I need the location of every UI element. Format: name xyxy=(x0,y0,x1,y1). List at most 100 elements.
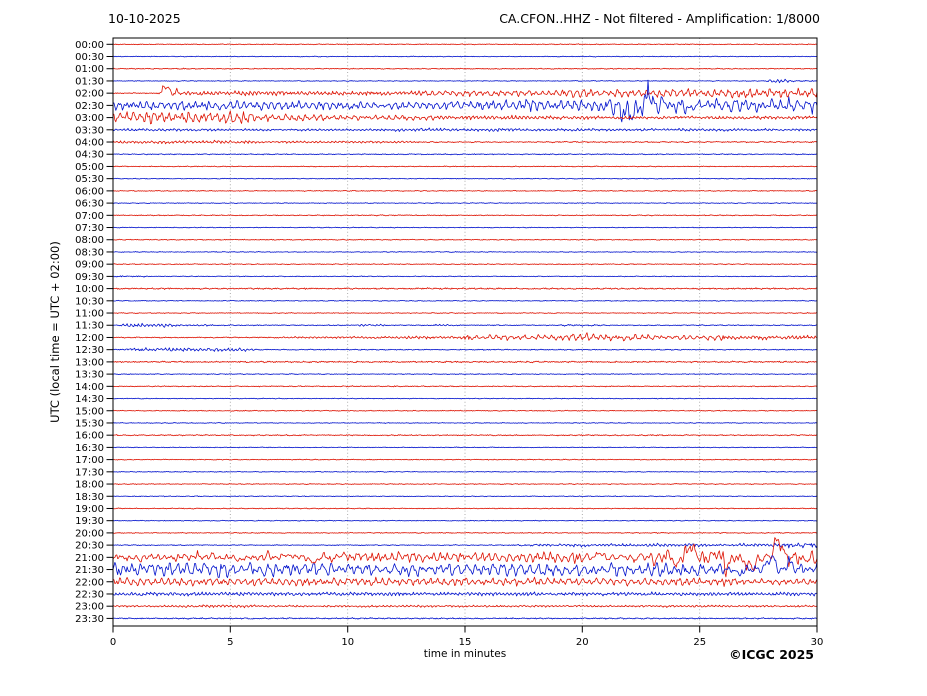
y-tick-label-07:00: 07:00 xyxy=(75,211,104,222)
trace-02:30 xyxy=(113,79,817,123)
y-tick-label-03:00: 03:00 xyxy=(75,113,104,124)
trace-22:00 xyxy=(113,576,817,587)
y-tick-label-01:30: 01:30 xyxy=(75,76,104,87)
trace-20:30 xyxy=(113,542,817,549)
y-tick-label-20:00: 20:00 xyxy=(75,528,104,539)
trace-09:00 xyxy=(113,263,817,266)
trace-12:00 xyxy=(113,332,817,342)
x-tick-label-25: 25 xyxy=(693,637,706,648)
trace-19:30 xyxy=(113,519,817,522)
trace-21:30 xyxy=(113,555,817,578)
trace-01:30 xyxy=(113,78,817,84)
plot-station-title: CA.CFON..HHZ - Not filtered - Amplificat… xyxy=(499,11,820,26)
y-tick-label-23:00: 23:00 xyxy=(75,602,104,613)
y-tick-label-11:00: 11:00 xyxy=(75,309,104,320)
x-tick-label-20: 20 xyxy=(576,637,589,648)
trace-20:00 xyxy=(113,531,817,534)
y-tick-label-08:30: 08:30 xyxy=(75,247,104,258)
trace-23:30 xyxy=(113,617,817,620)
y-tick-label-14:30: 14:30 xyxy=(75,394,104,405)
trace-16:00 xyxy=(113,433,817,437)
y-tick-label-05:30: 05:30 xyxy=(75,174,104,185)
trace-06:00 xyxy=(113,189,817,192)
y-tick-label-00:30: 00:30 xyxy=(75,52,104,63)
trace-15:30 xyxy=(113,421,817,424)
y-tick-label-13:30: 13:30 xyxy=(75,370,104,381)
y-tick-label-09:00: 09:00 xyxy=(75,260,104,271)
x-tick-label-5: 5 xyxy=(227,637,233,648)
y-tick-label-11:30: 11:30 xyxy=(75,321,104,332)
y-tick-label-18:00: 18:00 xyxy=(75,480,104,491)
trace-09:30 xyxy=(113,275,817,278)
y-tick-label-02:30: 02:30 xyxy=(75,101,104,112)
y-tick-label-18:30: 18:30 xyxy=(75,492,104,503)
y-tick-label-12:00: 12:00 xyxy=(75,333,104,344)
trace-19:00 xyxy=(113,507,817,510)
y-tick-label-00:00: 00:00 xyxy=(75,40,104,51)
y-tick-label-14:00: 14:00 xyxy=(75,382,104,393)
y-tick-label-22:30: 22:30 xyxy=(75,589,104,600)
trace-group xyxy=(113,43,817,620)
y-tick-label-13:00: 13:00 xyxy=(75,357,104,368)
y-tick-label-02:00: 02:00 xyxy=(75,89,104,100)
y-tick-label-19:00: 19:00 xyxy=(75,504,104,515)
trace-14:30 xyxy=(113,397,817,400)
trace-04:30 xyxy=(113,153,817,156)
copyright-text: ©ICGC 2025 xyxy=(729,647,814,662)
y-tick-label-01:00: 01:00 xyxy=(75,64,104,75)
trace-10:30 xyxy=(113,299,817,302)
y-tick-label-08:00: 08:00 xyxy=(75,235,104,246)
trace-01:00 xyxy=(113,67,817,70)
trace-03:00 xyxy=(113,110,817,125)
y-tick-label-20:30: 20:30 xyxy=(75,541,104,552)
y-tick-label-10:30: 10:30 xyxy=(75,296,104,307)
y-tick-label-06:30: 06:30 xyxy=(75,199,104,210)
y-tick-label-16:30: 16:30 xyxy=(75,443,104,454)
y-tick-label-10:00: 10:00 xyxy=(75,284,104,295)
trace-00:00 xyxy=(113,43,817,46)
trace-11:30 xyxy=(113,322,817,328)
y-tick-label-21:30: 21:30 xyxy=(75,565,104,576)
y-tick-label-16:00: 16:00 xyxy=(75,431,104,442)
trace-06:30 xyxy=(113,202,817,205)
trace-18:00 xyxy=(113,482,817,486)
y-tick-label-17:00: 17:00 xyxy=(75,455,104,466)
x-tick-label-15: 15 xyxy=(459,637,472,648)
trace-22:30 xyxy=(113,591,817,597)
y-tick-label-05:00: 05:00 xyxy=(75,162,104,173)
trace-10:00 xyxy=(113,287,817,290)
trace-16:30 xyxy=(113,446,817,449)
y-tick-label-03:30: 03:30 xyxy=(75,125,104,136)
trace-18:30 xyxy=(113,495,817,498)
trace-05:00 xyxy=(113,165,817,168)
y-tick-label-22:00: 22:00 xyxy=(75,577,104,588)
trace-02:00 xyxy=(113,85,817,99)
y-tick-label-21:00: 21:00 xyxy=(75,553,104,564)
trace-17:00 xyxy=(113,458,817,461)
trace-14:00 xyxy=(113,385,817,388)
y-tick-label-15:00: 15:00 xyxy=(75,406,104,417)
y-tick-label-19:30: 19:30 xyxy=(75,516,104,527)
plot-frame xyxy=(112,37,818,627)
y-tick-label-15:30: 15:30 xyxy=(75,418,104,429)
y-tick-label-04:30: 04:30 xyxy=(75,150,104,161)
trace-11:00 xyxy=(113,311,817,315)
trace-23:00 xyxy=(113,604,817,609)
trace-08:00 xyxy=(113,238,817,241)
y-tick-label-07:30: 07:30 xyxy=(75,223,104,234)
y-tick-label-09:30: 09:30 xyxy=(75,272,104,283)
trace-04:00 xyxy=(113,139,817,145)
trace-15:00 xyxy=(113,409,817,412)
trace-13:00 xyxy=(113,360,817,364)
trace-07:30 xyxy=(113,226,817,229)
trace-07:00 xyxy=(113,214,817,217)
x-tick-label-10: 10 xyxy=(341,637,354,648)
y-tick-label-17:30: 17:30 xyxy=(75,467,104,478)
y-tick-label-12:30: 12:30 xyxy=(75,345,104,356)
trace-08:30 xyxy=(113,250,817,253)
y-tick-label-06:00: 06:00 xyxy=(75,186,104,197)
plot-date-title: 10-10-2025 xyxy=(108,11,181,26)
trace-03:30 xyxy=(113,127,817,132)
